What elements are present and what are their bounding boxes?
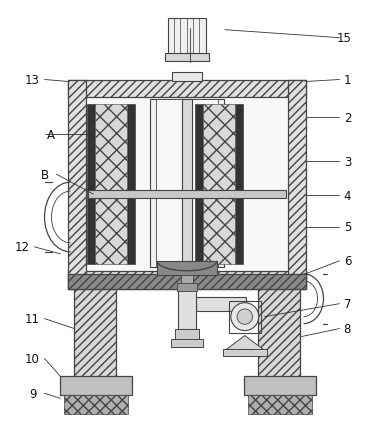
Text: B: B [40, 168, 49, 181]
Bar [288, 80, 306, 289]
Bar [88, 105, 95, 264]
Bar [172, 72, 202, 82]
Bar [157, 261, 217, 275]
Bar [95, 105, 127, 264]
Bar [177, 283, 197, 291]
Bar [68, 271, 306, 289]
Bar [156, 100, 218, 267]
Bar [61, 377, 132, 396]
Bar [181, 275, 193, 285]
Bar [258, 289, 300, 384]
Text: 13: 13 [25, 74, 40, 87]
Text: 9: 9 [29, 387, 36, 400]
Text: 1: 1 [344, 74, 351, 87]
Text: 8: 8 [344, 322, 351, 335]
Circle shape [231, 303, 259, 331]
Text: 2: 2 [344, 112, 351, 125]
Text: 15: 15 [337, 32, 352, 45]
Bar [150, 100, 224, 267]
Text: 10: 10 [25, 352, 40, 365]
Bar [64, 396, 128, 414]
Bar [235, 105, 243, 264]
Text: 4: 4 [344, 189, 351, 202]
Text: 3: 3 [344, 155, 351, 168]
Bar [68, 80, 306, 98]
Text: 12: 12 [15, 241, 30, 254]
Bar [196, 297, 246, 311]
Text: 5: 5 [344, 221, 351, 234]
Text: 7: 7 [344, 298, 351, 310]
Bar [229, 301, 261, 333]
Bar [244, 377, 316, 396]
Bar [68, 274, 306, 289]
Text: 6: 6 [344, 255, 351, 268]
Bar [175, 329, 199, 341]
Bar [195, 105, 203, 264]
Bar [74, 289, 116, 384]
Bar [171, 339, 203, 347]
Bar [168, 18, 206, 53]
Bar [165, 53, 209, 61]
Bar [86, 98, 288, 271]
Text: A: A [46, 129, 55, 141]
Bar [182, 100, 192, 274]
Bar [223, 349, 267, 356]
Bar [178, 289, 196, 329]
Circle shape [237, 309, 252, 325]
Text: 14: 14 [175, 22, 190, 35]
Bar [248, 396, 312, 414]
Text: 11: 11 [25, 312, 40, 326]
Bar [68, 80, 86, 289]
Polygon shape [225, 336, 265, 351]
Bar [127, 105, 135, 264]
Bar [203, 105, 235, 264]
Bar [88, 190, 286, 199]
